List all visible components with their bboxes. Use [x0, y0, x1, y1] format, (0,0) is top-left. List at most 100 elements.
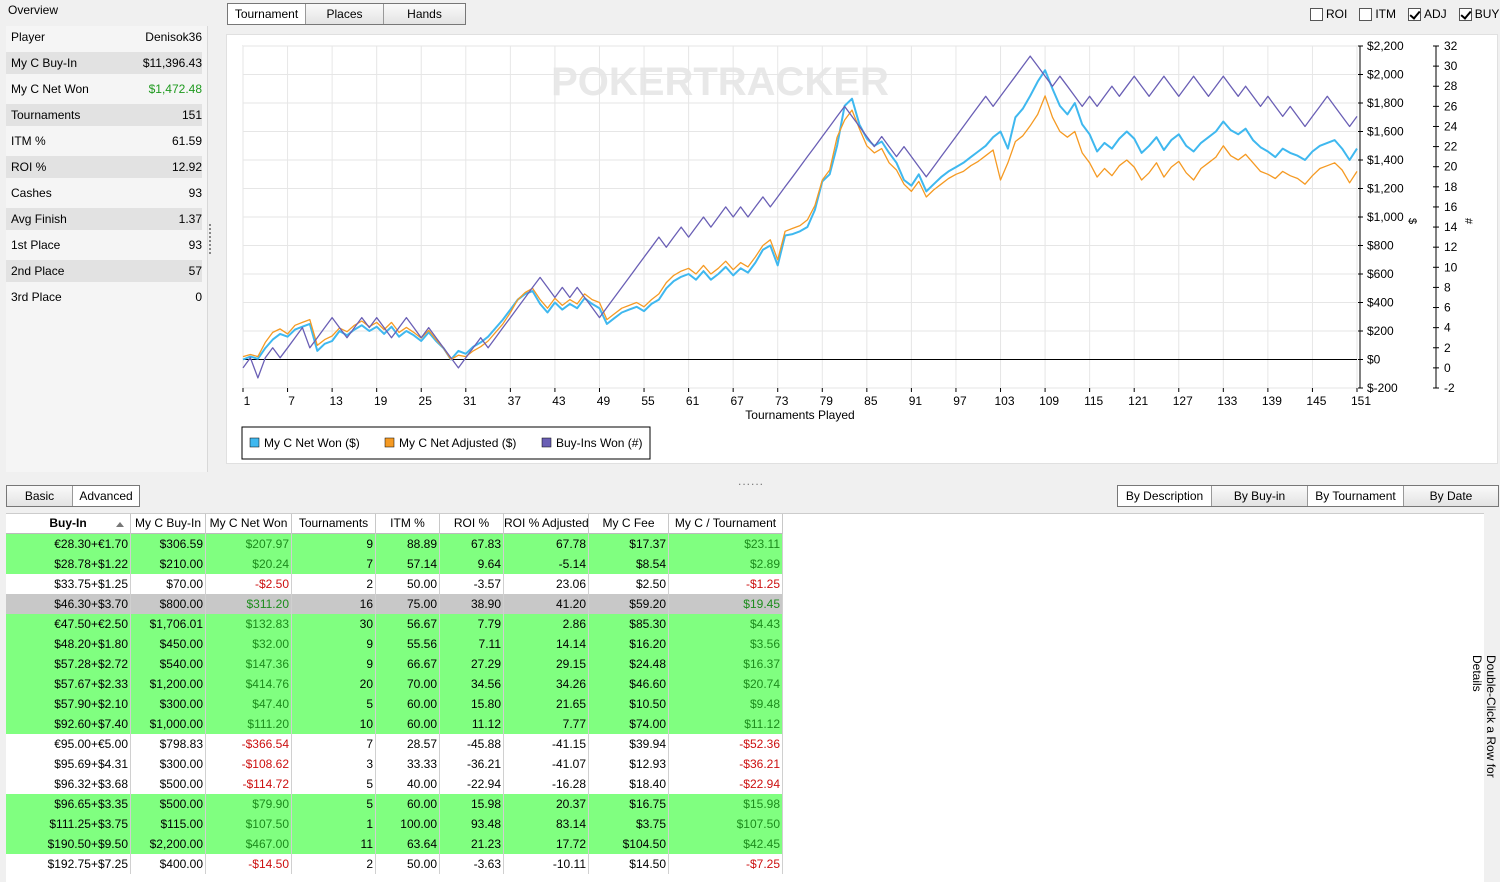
x-tick-label: 31: [463, 394, 477, 408]
checkbox-adj[interactable]: ADJ: [1408, 7, 1447, 21]
table-row[interactable]: $28.78+$1.22 $210.00 $20.24 7 57.14 9.64 -5.14…: [6, 554, 783, 574]
x-tick-label: 43: [552, 394, 566, 408]
overview-row: ITM % 61.59: [6, 130, 202, 152]
checkbox-itm[interactable]: ITM: [1359, 7, 1396, 21]
column-header-my-c-buy-in[interactable]: My C Buy-In: [131, 514, 206, 534]
table-cell: $2.50: [589, 574, 669, 594]
table-row[interactable]: $190.50+$9.50 $2,200.00 $467.00 11 63.64 21.2…: [6, 834, 783, 854]
table-row[interactable]: $92.60+$7.40 $1,000.00 $111.20 10 60.00 11.12…: [6, 714, 783, 734]
y-tick-label-dollar: $1,200: [1367, 182, 1404, 196]
y-tick-label-count: 10: [1444, 260, 1458, 274]
table-cell: $20.24: [206, 554, 292, 574]
panel-resize-grip[interactable]: [209, 224, 212, 254]
tab-by-date[interactable]: By Date: [1404, 486, 1498, 506]
table-cell: $15.98: [669, 794, 783, 814]
table-row[interactable]: €95.00+€5.00 $798.83 -$366.54 7 28.57 -45.88-…: [6, 734, 783, 754]
table-row[interactable]: $57.90+$2.10 $300.00 $47.40 5 60.00 15.80 21.6…: [6, 694, 783, 714]
table-cell: 67.78: [504, 534, 589, 554]
table-row[interactable]: $48.20+$1.80 $450.00 $32.00 9 55.56 7.11 14.14…: [6, 634, 783, 654]
column-header-my-c-net-won[interactable]: My C Net Won: [206, 514, 292, 534]
y-tick-label-count: 18: [1444, 180, 1458, 194]
overview-row: 3rd Place 0: [6, 286, 202, 308]
table-cell: $467.00: [206, 834, 292, 854]
table-row[interactable]: $95.69+$4.31 $300.00 -$108.62 3 33.33 -36.21-…: [6, 754, 783, 774]
checkbox-box[interactable]: [1359, 7, 1373, 21]
table-cell: 20.37: [504, 794, 589, 814]
column-header-roi[interactable]: ROI %: [440, 514, 504, 534]
table-cell: $111.20: [206, 714, 292, 734]
tab-advanced[interactable]: Advanced: [73, 486, 139, 506]
table-cell: 9: [292, 534, 376, 554]
table-cell: -36.21: [440, 754, 504, 774]
table-cell: -$36.21: [669, 754, 783, 774]
table-cell: 29.15: [504, 654, 589, 674]
column-header-itm[interactable]: ITM %: [376, 514, 440, 534]
table-cell: 3: [292, 754, 376, 774]
table-cell: $14.50: [589, 854, 669, 874]
table-row[interactable]: $192.75+$7.25 $400.00 -$14.50 2 50.00 -3.63 -1…: [6, 854, 783, 874]
table-cell: $3.56: [669, 634, 783, 654]
overview-row: My C Buy-In $11,396.43: [6, 52, 202, 74]
table-cell: 9.64: [440, 554, 504, 574]
column-header-label: ROI % Adjusted: [504, 516, 589, 530]
column-header-roi-adjusted[interactable]: ROI % Adjusted: [504, 514, 589, 534]
y-tick-label-dollar: $0: [1367, 353, 1381, 367]
table-cell: $42.45: [669, 834, 783, 854]
table-row[interactable]: $111.25+$3.75 $115.00 $107.50 1 100.00 93.48 8…: [6, 814, 783, 834]
tab-by-description[interactable]: By Description: [1118, 486, 1212, 506]
table-cell: $115.00: [131, 814, 206, 834]
tab-hands[interactable]: Hands: [384, 4, 465, 24]
table-cell: $47.40: [206, 694, 292, 714]
table-row[interactable]: $46.30+$3.70 $800.00 $311.20 16 75.00 38.90 41…: [6, 594, 783, 614]
column-header-my-c-fee[interactable]: My C Fee: [589, 514, 669, 534]
column-header-tournaments[interactable]: Tournaments: [292, 514, 376, 534]
table-cell: -5.14: [504, 554, 589, 574]
table-row[interactable]: €47.50+€2.50 $1,706.01 $132.83 30 56.67 7.79 2…: [6, 614, 783, 634]
checkbox-box[interactable]: [1310, 7, 1323, 21]
table-cell: $23.11: [669, 534, 783, 554]
table-cell: $107.50: [206, 814, 292, 834]
table-cell: $11.12: [669, 714, 783, 734]
checkbox-buy[interactable]: BUY: [1458, 7, 1499, 21]
table-row[interactable]: $96.32+$3.68 $500.00 -$114.72 5 40.00 -22.94-…: [6, 774, 783, 794]
table-row[interactable]: $33.75+$1.25 $70.00 -$2.50 2 50.00 -3.57 23.06…: [6, 574, 783, 594]
tab-places[interactable]: Places: [306, 4, 384, 24]
double-click-hint: Double-Click a Row for Details: [1470, 655, 1498, 778]
y-tick-label-dollar: $1,600: [1367, 125, 1404, 139]
table-cell: $500.00: [131, 794, 206, 814]
splitter-handle[interactable]: ......: [738, 474, 765, 488]
y-tick-label-dollar: $200: [1367, 324, 1394, 338]
overview-row-label: Avg Finish: [11, 212, 67, 226]
table-cell: $46.60: [589, 674, 669, 694]
tab-by-buy-in[interactable]: By Buy-in: [1212, 486, 1308, 506]
table-row[interactable]: $57.67+$2.33 $1,200.00 $414.76 20 70.00 34.56…: [6, 674, 783, 694]
table-cell: $132.83: [206, 614, 292, 634]
overview-row: 2nd Place 57: [6, 260, 202, 282]
overview-row-label: My C Buy-In: [11, 56, 78, 70]
overview-row-value: 0: [195, 290, 202, 304]
overview-row-value: 93: [188, 238, 202, 252]
tab-tournament[interactable]: Tournament: [228, 4, 306, 24]
table-cell: $59.20: [589, 594, 669, 614]
table-row[interactable]: €28.30+€1.70 $306.59 $207.97 9 88.89 67.83 67.…: [6, 534, 783, 554]
table-cell: 11: [292, 834, 376, 854]
y-tick-label-count: 16: [1444, 200, 1458, 214]
table-cell: 60.00: [376, 694, 440, 714]
tab-by-tournament[interactable]: By Tournament: [1308, 486, 1404, 506]
table-cell: $300.00: [131, 694, 206, 714]
checkbox-box[interactable]: [1408, 7, 1422, 21]
table-row[interactable]: $57.28+$2.72 $540.00 $147.36 9 66.67 27.29 29.…: [6, 654, 783, 674]
column-header-buy-in[interactable]: Buy-In: [6, 514, 131, 534]
tab-basic[interactable]: Basic: [7, 486, 73, 506]
checkbox-box[interactable]: [1458, 7, 1472, 21]
y-tick-label-dollar: $1,000: [1367, 210, 1404, 224]
table-cell: 60.00: [376, 794, 440, 814]
table-cell: 7.77: [504, 714, 589, 734]
column-header-my-c-tournament[interactable]: My C / Tournament: [669, 514, 783, 534]
checkbox-roi[interactable]: ROI: [1310, 7, 1347, 21]
table-cell: -16.28: [504, 774, 589, 794]
table-cell: $57.28+$2.72: [6, 654, 131, 674]
table-cell: 16: [292, 594, 376, 614]
table-row[interactable]: $96.65+$3.35 $500.00 $79.90 5 60.00 15.98 20.3…: [6, 794, 783, 814]
table-cell: 10: [292, 714, 376, 734]
